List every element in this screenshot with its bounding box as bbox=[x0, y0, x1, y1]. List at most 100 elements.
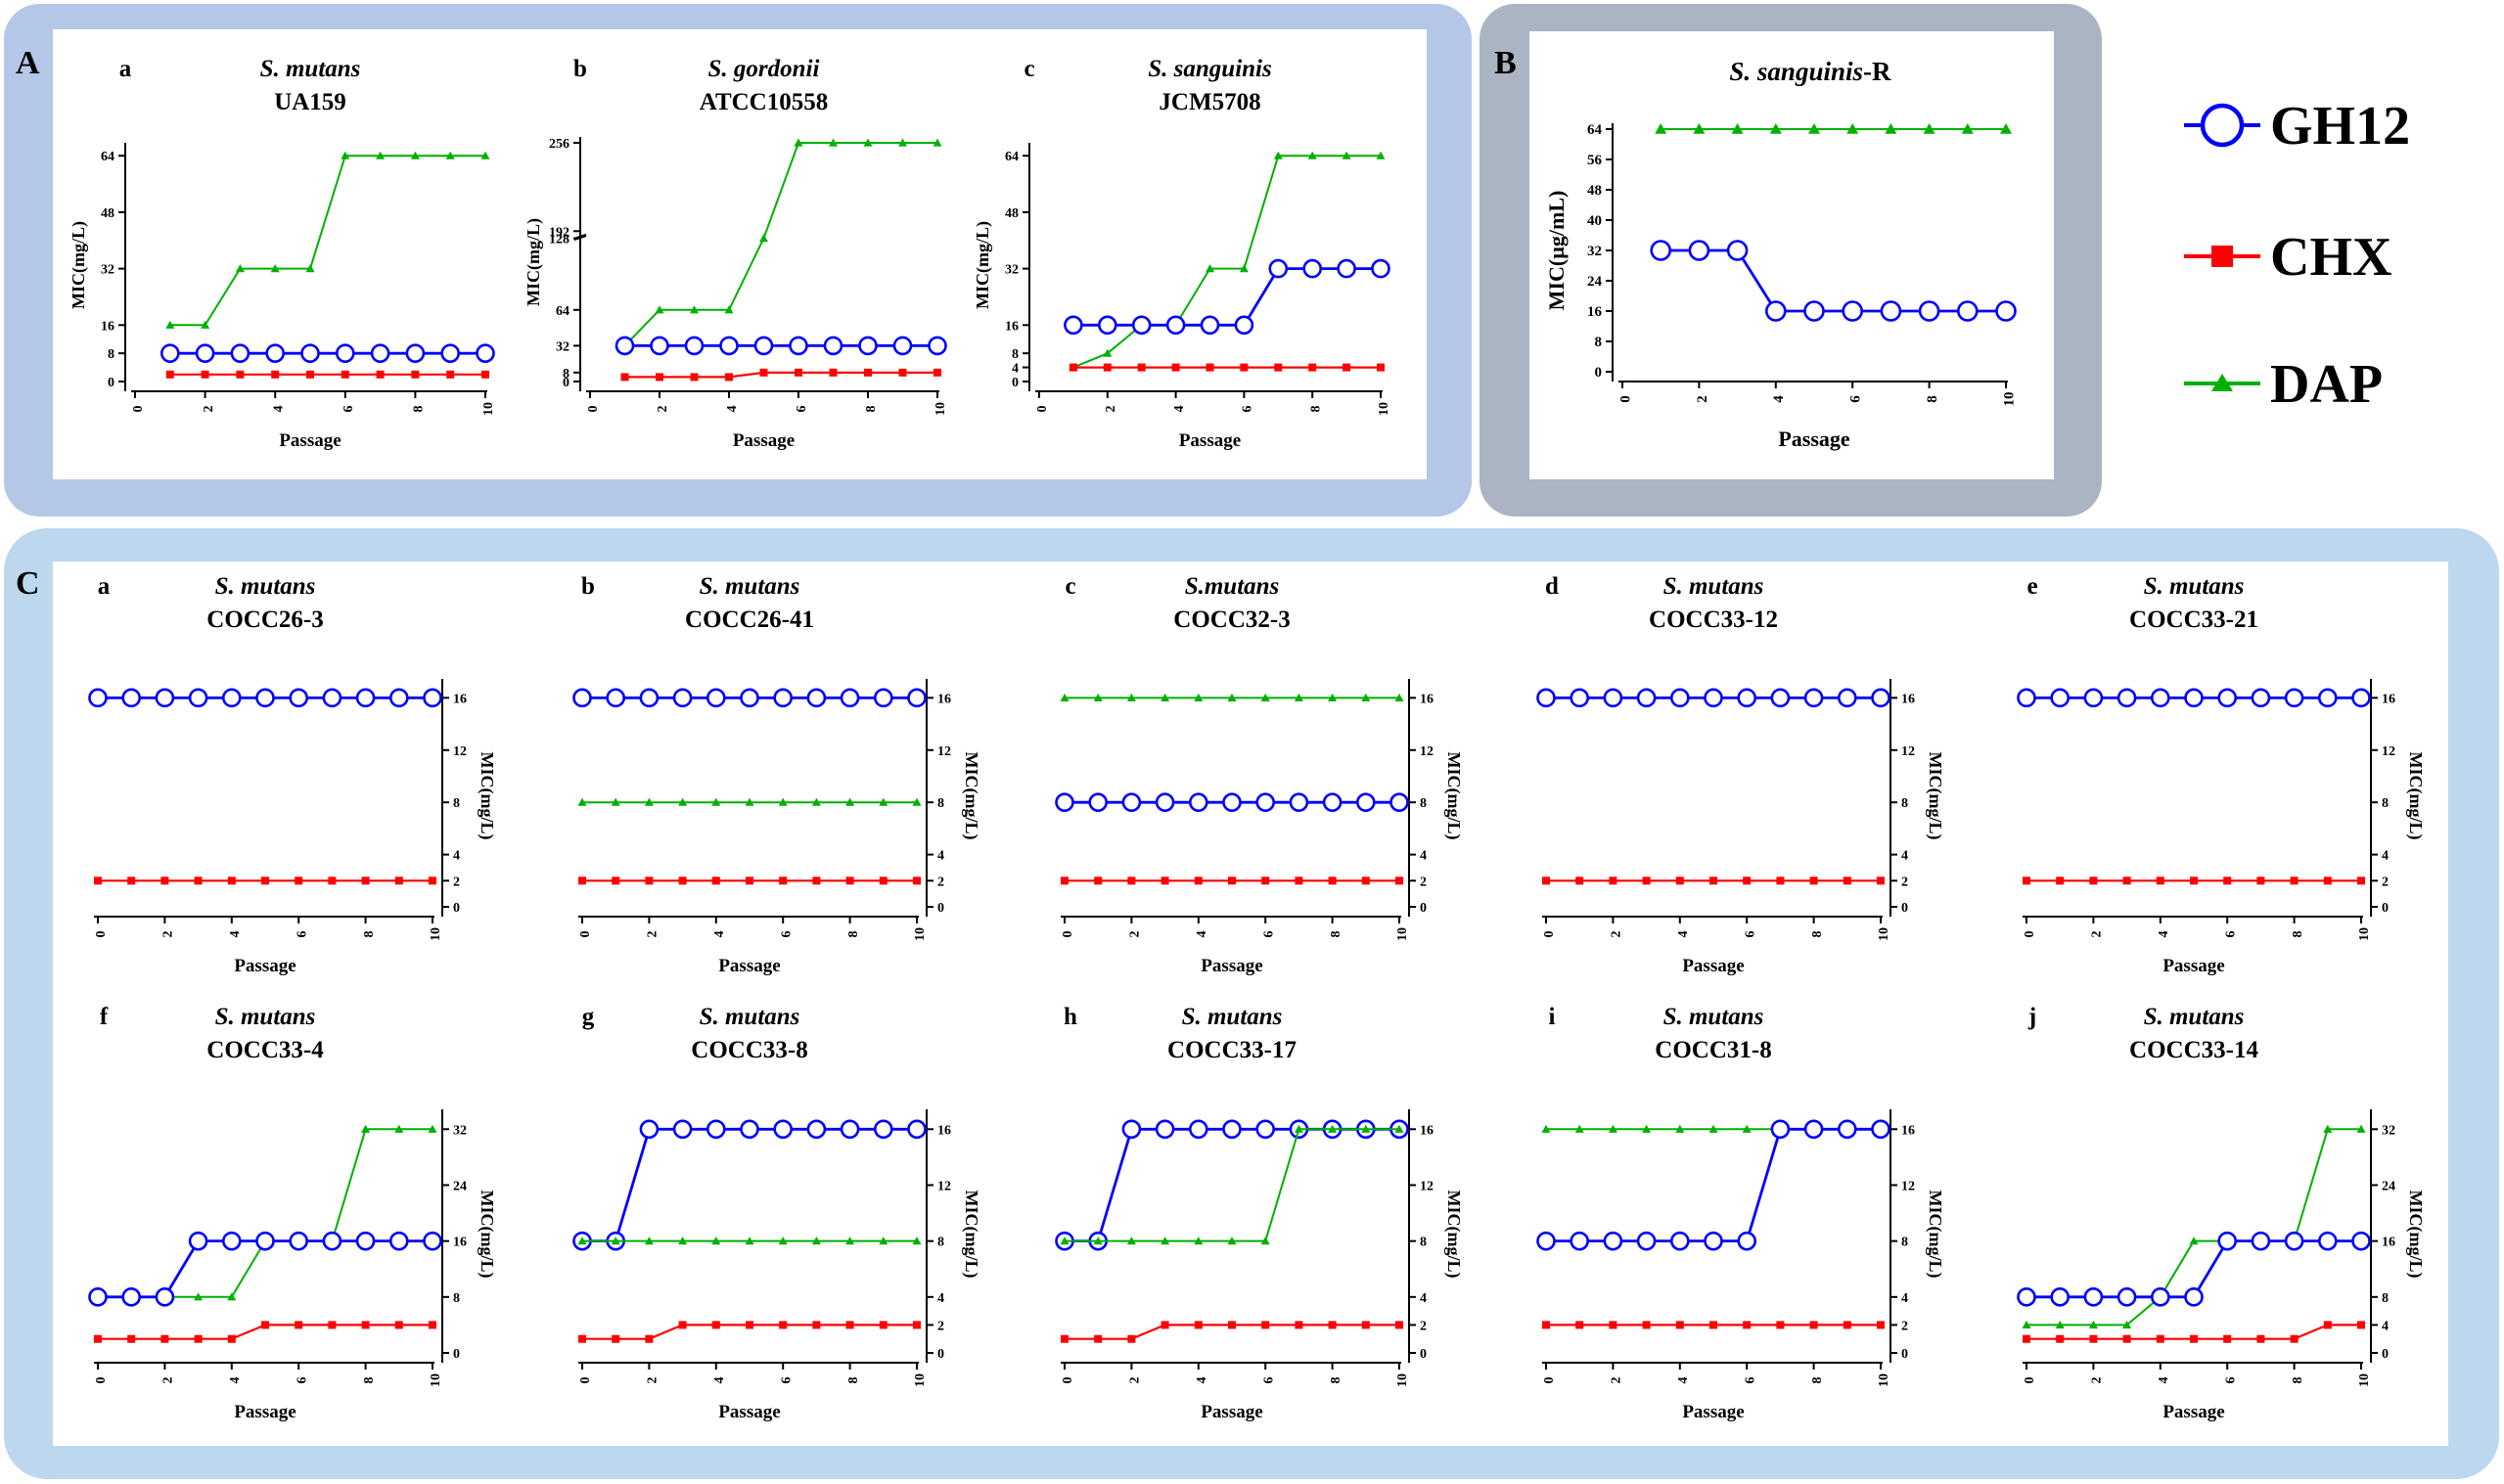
y-tick-label: 24 bbox=[1587, 274, 1603, 290]
dap-point bbox=[678, 1237, 688, 1245]
dap-point bbox=[845, 1237, 855, 1245]
y-tick-label: 16 bbox=[453, 692, 467, 706]
gh12-point bbox=[2083, 688, 2104, 708]
x-tick-label: 2 bbox=[161, 931, 176, 938]
y-tick-label: 2 bbox=[1901, 875, 1908, 889]
gh12-point bbox=[1055, 792, 1074, 812]
gh12-point bbox=[1726, 240, 1749, 261]
x-tick-label: 6 bbox=[341, 406, 356, 413]
x-tick-label: 8 bbox=[2291, 931, 2305, 938]
dap-point bbox=[1103, 348, 1113, 357]
gh12-point bbox=[289, 1231, 309, 1251]
chx-point bbox=[2323, 877, 2332, 885]
dap-point bbox=[1194, 693, 1204, 701]
x-tick-label: 0 bbox=[1542, 1377, 1557, 1384]
gh12-point bbox=[1704, 688, 1723, 708]
chart-subtitle: COCC33-21 bbox=[2129, 607, 2258, 633]
gh12-point bbox=[1765, 300, 1787, 322]
chx-point bbox=[1776, 877, 1785, 885]
gh12-point bbox=[1957, 300, 1979, 322]
dap-point bbox=[480, 151, 490, 159]
y-tick-label: 48 bbox=[101, 206, 114, 221]
chx-point bbox=[1308, 363, 1317, 372]
chx-point bbox=[1743, 877, 1752, 885]
chx-point bbox=[678, 1321, 687, 1329]
gh12-point bbox=[1670, 1231, 1690, 1251]
panel-letter-b: B bbox=[1494, 45, 1517, 81]
dap-point bbox=[2088, 1320, 2098, 1329]
chx-point bbox=[620, 373, 629, 382]
series-chx bbox=[2023, 877, 2365, 885]
legend-marker-circle bbox=[2200, 103, 2245, 148]
gh12-point bbox=[160, 343, 180, 363]
chx-point bbox=[127, 877, 136, 885]
gh12-point bbox=[222, 688, 242, 708]
gh12-point bbox=[2217, 1231, 2237, 1251]
x-tick-label: 10 bbox=[2001, 392, 2017, 407]
series-gh12 bbox=[615, 336, 947, 356]
dap-line bbox=[98, 1128, 433, 1298]
y-tick-label: 0 bbox=[1595, 365, 1603, 381]
chx-point bbox=[746, 1321, 753, 1329]
gh12-point bbox=[1289, 792, 1309, 812]
dap-point bbox=[235, 264, 245, 273]
series-gh12 bbox=[1650, 240, 2017, 322]
x-tick-label: 0 bbox=[94, 931, 109, 938]
chx-point bbox=[295, 877, 303, 885]
y-tick-label: 2 bbox=[1420, 1319, 1427, 1333]
chx-point bbox=[2023, 877, 2030, 885]
x-tick-label: 4 bbox=[228, 931, 243, 938]
chx-point bbox=[2156, 877, 2164, 885]
chx-point bbox=[845, 877, 854, 885]
chart-title: S. mutans bbox=[2144, 573, 2245, 600]
dap-point bbox=[1060, 693, 1070, 701]
gh12-point bbox=[773, 688, 794, 708]
chx-point bbox=[2256, 1334, 2265, 1343]
chx-point bbox=[1103, 363, 1112, 372]
chx-point bbox=[1609, 1321, 1617, 1329]
y-tick-label: 8 bbox=[937, 796, 944, 811]
dap-point bbox=[724, 305, 734, 314]
dap-point bbox=[1273, 151, 1283, 159]
x-axis-label: Passage bbox=[1201, 1402, 1262, 1422]
chx-point bbox=[612, 877, 620, 885]
x-axis-label: Passage bbox=[1201, 956, 1262, 976]
chx-point bbox=[481, 370, 489, 379]
dap-point bbox=[577, 1237, 587, 1245]
dap-point bbox=[690, 305, 699, 314]
x-tick-label: 8 bbox=[1308, 406, 1323, 413]
gh12-point bbox=[88, 688, 108, 708]
dap-point bbox=[1655, 123, 1667, 134]
x-tick-label: 8 bbox=[846, 931, 861, 938]
dap-point bbox=[428, 1124, 437, 1133]
gh12-point bbox=[265, 343, 286, 363]
dap-point bbox=[577, 797, 587, 806]
y-tick-label: 0 bbox=[563, 376, 569, 390]
series-chx bbox=[620, 368, 941, 382]
chx-point bbox=[411, 370, 420, 379]
x-axis-label: Passage bbox=[1682, 956, 1744, 976]
gh12-point bbox=[1337, 258, 1356, 279]
y-tick-label: 12 bbox=[937, 1179, 951, 1193]
gh12-point bbox=[423, 1231, 442, 1251]
chx-point bbox=[1675, 877, 1684, 885]
y-tick-label: 16 bbox=[1005, 319, 1019, 334]
gh12-point bbox=[2251, 1231, 2271, 1251]
x-axis-label: Passage bbox=[733, 430, 795, 451]
dap-point bbox=[898, 138, 907, 147]
chart-subtitle: COCC32-3 bbox=[1173, 607, 1290, 633]
gh12-point bbox=[1704, 1231, 1723, 1251]
gh12-point bbox=[858, 336, 878, 356]
dap-point bbox=[845, 797, 855, 806]
y-tick-label: 32 bbox=[1005, 263, 1019, 278]
dap-point bbox=[194, 1292, 204, 1301]
y-axis-label: MIC(mg/L) bbox=[961, 1191, 981, 1279]
y-tick-label: 16 bbox=[1420, 1123, 1434, 1138]
chart-c-b: 0 2 4 8 12 16 0 2 4 6 8 10 Passage MIC(mg/L) S. mutans… bbox=[572, 573, 981, 976]
chx-point bbox=[645, 1334, 654, 1343]
y-tick-label: 24 bbox=[453, 1179, 467, 1193]
gh12-point bbox=[388, 688, 409, 708]
dap-line bbox=[1072, 155, 1381, 369]
chx-point bbox=[127, 1334, 136, 1343]
